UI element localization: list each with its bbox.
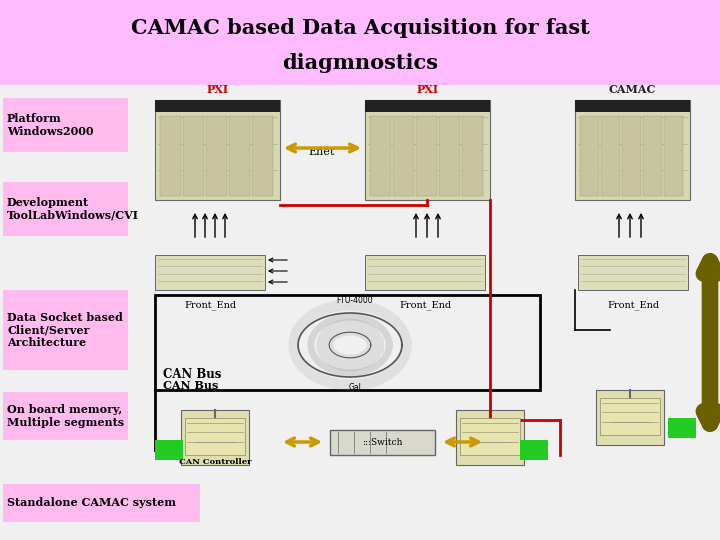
Text: :::Switch: :::Switch — [362, 438, 402, 447]
Text: CAMAC: CAMAC — [609, 84, 656, 95]
Bar — [183, 116, 204, 196]
Text: FTU-4000: FTU-4000 — [337, 296, 373, 305]
Bar — [155, 295, 540, 390]
Bar — [462, 116, 483, 196]
Text: On board memory,
Multiple segments: On board memory, Multiple segments — [7, 404, 124, 428]
Bar — [643, 116, 662, 196]
Bar — [3, 484, 200, 522]
Bar — [155, 100, 280, 112]
Text: CAN Controller: CAN Controller — [179, 458, 251, 466]
Bar — [155, 255, 265, 290]
Bar — [664, 116, 683, 196]
Bar — [456, 410, 524, 465]
Bar — [191, 433, 239, 445]
Bar — [668, 418, 696, 438]
Bar — [600, 398, 660, 435]
Bar — [393, 116, 414, 196]
Text: Front_End: Front_End — [184, 300, 236, 309]
Text: CAN Bus: CAN Bus — [163, 380, 218, 391]
Bar — [575, 100, 690, 112]
Bar — [365, 100, 490, 112]
Text: CAMAC based Data Acquisition for fast: CAMAC based Data Acquisition for fast — [130, 18, 590, 38]
Bar — [439, 116, 460, 196]
Bar — [3, 182, 128, 236]
Bar — [3, 290, 128, 370]
Bar — [365, 100, 490, 200]
Bar — [330, 430, 435, 455]
Text: PXI: PXI — [416, 84, 438, 95]
Bar — [0, 0, 720, 85]
Bar — [3, 98, 128, 152]
Bar — [575, 100, 690, 200]
Text: Gal: Gal — [348, 383, 361, 392]
Text: Enet: Enet — [309, 147, 336, 157]
Text: diagmnostics: diagmnostics — [282, 53, 438, 73]
Bar — [466, 433, 514, 445]
Bar — [3, 392, 128, 440]
Bar — [596, 390, 664, 445]
Text: Front_End: Front_End — [607, 300, 659, 309]
Bar — [181, 410, 249, 465]
Bar — [206, 116, 227, 196]
Bar — [606, 413, 654, 425]
Bar — [160, 116, 181, 196]
Bar — [229, 116, 250, 196]
Bar — [580, 116, 599, 196]
Bar — [370, 116, 391, 196]
Bar — [155, 100, 280, 200]
Bar — [155, 440, 183, 460]
Text: Data Socket based
Client/Server
Architecture: Data Socket based Client/Server Architec… — [7, 312, 123, 348]
Bar — [416, 116, 437, 196]
Text: Development
ToolLabWindows/CVI: Development ToolLabWindows/CVI — [7, 197, 139, 221]
Text: PXI: PXI — [207, 84, 228, 95]
Bar — [622, 116, 641, 196]
Bar — [252, 116, 273, 196]
Bar — [520, 440, 548, 460]
Text: Platform
Windows2000: Platform Windows2000 — [7, 113, 94, 137]
Bar — [601, 116, 620, 196]
Text: Front_End: Front_End — [399, 300, 451, 309]
Bar — [185, 418, 245, 455]
Bar — [460, 418, 520, 455]
Text: Standalone CAMAC system: Standalone CAMAC system — [7, 497, 176, 509]
Bar — [365, 255, 485, 290]
Bar — [578, 255, 688, 290]
Text: CAN Bus: CAN Bus — [163, 368, 221, 381]
